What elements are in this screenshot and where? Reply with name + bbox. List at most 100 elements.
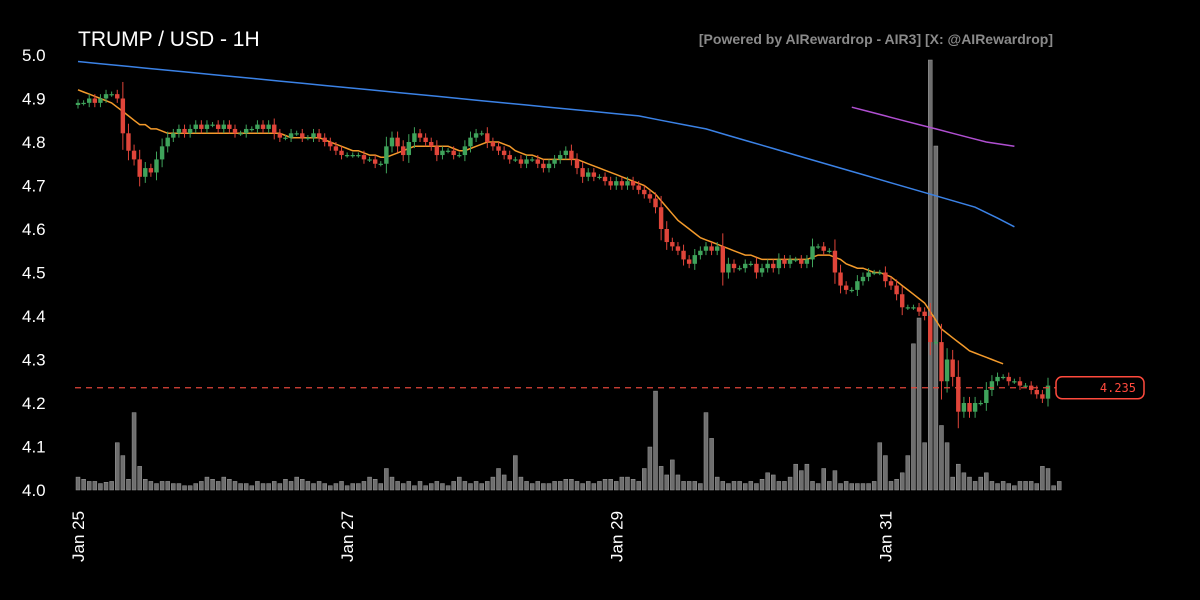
candle-body <box>900 294 905 308</box>
candle-body <box>339 150 344 156</box>
volume-bar <box>989 481 995 491</box>
volume-bar <box>630 479 636 491</box>
volume-bar <box>911 343 916 491</box>
candle-body <box>473 133 479 138</box>
candle-body <box>916 307 922 312</box>
candle-body <box>457 155 462 157</box>
volume-bar <box>905 455 911 491</box>
candle-body <box>574 159 580 169</box>
volume-bar <box>916 317 922 491</box>
volume-bar <box>389 476 395 491</box>
candle-body <box>518 159 524 164</box>
candle-body <box>221 124 226 129</box>
candle-body <box>311 133 316 138</box>
candle-body <box>445 150 451 152</box>
candle-body <box>793 259 798 261</box>
candle-body <box>305 137 311 139</box>
volume-bar <box>221 476 227 491</box>
candle-body <box>272 124 277 134</box>
volume-bar <box>827 481 832 491</box>
candle-body <box>591 172 597 177</box>
candle-body <box>249 128 255 131</box>
volume-bar <box>159 481 165 491</box>
volume-bar <box>120 455 126 491</box>
volume-bar <box>182 485 187 491</box>
volume-bar <box>541 483 546 491</box>
candle-body <box>602 176 608 182</box>
candle-body <box>98 98 103 103</box>
volume-bar <box>451 481 456 491</box>
volume-bar <box>944 442 950 491</box>
volume-bar <box>720 481 726 491</box>
volume-bar <box>311 483 316 491</box>
volume-bar <box>978 476 983 491</box>
candle-body <box>490 142 496 147</box>
volume-bar <box>300 479 305 491</box>
candle-body <box>586 172 591 177</box>
volume-bar <box>165 481 170 491</box>
volume-bar <box>384 468 389 491</box>
candle-body <box>625 181 630 186</box>
y-tick-label: 4.4 <box>22 307 46 326</box>
volume-bar <box>737 481 742 491</box>
volume-bar <box>787 476 793 491</box>
volume-bar <box>1006 483 1012 491</box>
volume-bar <box>765 472 770 491</box>
volume-bar <box>524 481 529 491</box>
volume-bar <box>428 483 434 491</box>
volume-bar <box>866 483 871 491</box>
candle-body <box>771 263 776 269</box>
candle-body <box>159 146 165 160</box>
candle-body <box>389 137 395 147</box>
candle-body <box>322 137 327 142</box>
candle-body <box>507 155 512 160</box>
volume-bar <box>664 474 669 491</box>
candle-body <box>384 146 389 164</box>
volume-bar <box>793 463 798 491</box>
candle-body <box>193 124 198 129</box>
volume-bar <box>1023 481 1028 491</box>
volume-bar <box>843 481 849 491</box>
volume-bar <box>98 483 103 491</box>
volume-bar <box>883 455 888 491</box>
candle-body <box>686 259 692 264</box>
volume-bar <box>406 481 412 491</box>
candle-body <box>871 272 877 274</box>
volume-bar <box>277 483 283 491</box>
candle-body <box>563 150 569 156</box>
volume-bar <box>961 472 967 491</box>
volume-bar <box>726 483 731 491</box>
volume-bar <box>215 481 221 491</box>
candle-body <box>703 246 709 251</box>
candle-body <box>238 133 243 135</box>
volume-bar <box>350 483 355 491</box>
volume-bar <box>322 483 327 491</box>
candle-body <box>849 289 854 292</box>
y-tick-label: 4.5 <box>22 264 46 283</box>
candle-body <box>126 133 131 151</box>
candle-body <box>748 263 754 265</box>
volume-bar <box>782 481 787 491</box>
volume-bar <box>585 481 591 491</box>
candle-body <box>92 98 98 103</box>
volume-bar <box>283 479 288 491</box>
candle-body <box>148 168 154 173</box>
volume-bar <box>361 481 367 491</box>
candle-body <box>115 94 120 99</box>
volume-bar <box>412 485 417 491</box>
volume-bar <box>871 481 877 491</box>
candle-body <box>799 259 804 264</box>
candle-body <box>529 159 535 161</box>
y-tick-label: 5.0 <box>22 46 46 65</box>
candle-body <box>210 124 215 126</box>
volume-bar <box>288 481 294 491</box>
candle-body <box>417 133 423 138</box>
candle-body <box>557 155 563 160</box>
candle-body <box>782 259 787 264</box>
volume-bar <box>591 483 597 491</box>
candle-body <box>215 124 221 129</box>
volume-bar <box>518 476 524 491</box>
volume-bar <box>204 476 210 491</box>
candle-body <box>1000 376 1006 379</box>
candle-body <box>367 159 372 161</box>
